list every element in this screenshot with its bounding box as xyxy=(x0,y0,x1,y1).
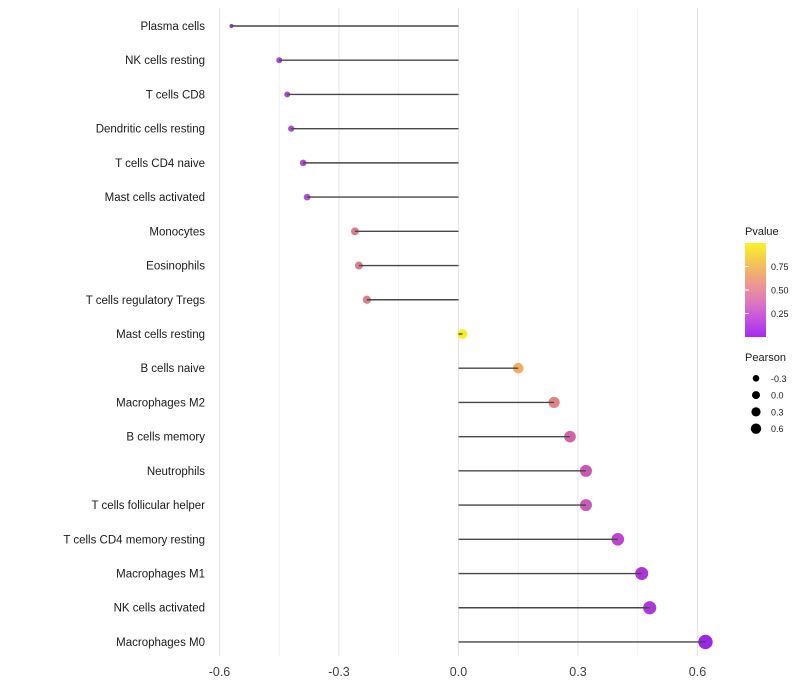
pearson-legend-label: 0.6 xyxy=(771,424,784,434)
category-label: Mast cells activated xyxy=(105,192,205,204)
pearson-legend-dot xyxy=(750,423,762,434)
category-label: Eosinophils xyxy=(146,261,205,273)
points-group xyxy=(229,24,713,650)
pearson-legend-dot xyxy=(752,391,760,400)
category-label: Macrophages M1 xyxy=(116,569,205,581)
category-label: T cells follicular helper xyxy=(91,500,205,512)
pvalue-tick-label: 0.75 xyxy=(771,262,789,272)
lollipop-point xyxy=(643,601,657,615)
category-label: Mast cells resting xyxy=(116,329,205,341)
pearson-legend-label: 0.0 xyxy=(771,391,784,401)
pearson-legend-label: 0.3 xyxy=(771,407,784,417)
pearson-legend-dot xyxy=(752,375,760,382)
category-label: Macrophages M0 xyxy=(116,637,205,649)
pvalue-tick-label: 0.50 xyxy=(771,286,789,296)
x-tick-label: 0.6 xyxy=(689,665,706,679)
category-label: Dendritic cells resting xyxy=(96,124,205,136)
category-label: T cells CD4 memory resting xyxy=(63,534,205,546)
pearson-legend-group: -0.3 0.0 0.3 0.6 xyxy=(750,374,787,434)
category-label: T cells CD4 naive xyxy=(115,158,205,170)
pvalue-colorbar xyxy=(745,243,766,337)
category-label: B cells memory xyxy=(126,432,205,444)
category-label: NK cells resting xyxy=(125,55,205,67)
pvalue-legend-group: 0.75 0.50 0.25 xyxy=(745,243,789,337)
category-label: Neutrophils xyxy=(147,466,205,478)
category-labels-group: Plasma cells NK cells resting T cells CD8 D… xyxy=(63,21,205,649)
category-label: B cells naive xyxy=(140,363,205,375)
pearson-legend-title: Pearson xyxy=(745,352,786,364)
category-label: Monocytes xyxy=(149,226,205,238)
gridlines-group xyxy=(219,8,698,656)
segments-group xyxy=(231,25,706,643)
x-tick-label: -0.3 xyxy=(328,665,350,679)
category-label: Macrophages M2 xyxy=(116,397,205,409)
lollipop-point xyxy=(548,396,560,409)
category-label: T cells CD8 xyxy=(146,89,205,101)
x-tick-label: 0.0 xyxy=(450,665,467,679)
x-tick-label: -0.6 xyxy=(209,665,231,679)
pearson-legend-dot xyxy=(751,407,761,417)
category-label: NK cells activated xyxy=(114,603,205,615)
category-label: T cells regulatory Tregs xyxy=(86,295,206,307)
category-label: Plasma cells xyxy=(140,21,205,33)
x-tick-label: 0.3 xyxy=(569,665,586,679)
pvalue-tick-label: 0.25 xyxy=(771,309,789,319)
pvalue-legend-title: Pvalue xyxy=(745,226,779,238)
pearson-legend-label: -0.3 xyxy=(771,374,787,384)
x-axis-group: -0.6 -0.3 0.0 0.3 0.6 xyxy=(209,665,706,679)
